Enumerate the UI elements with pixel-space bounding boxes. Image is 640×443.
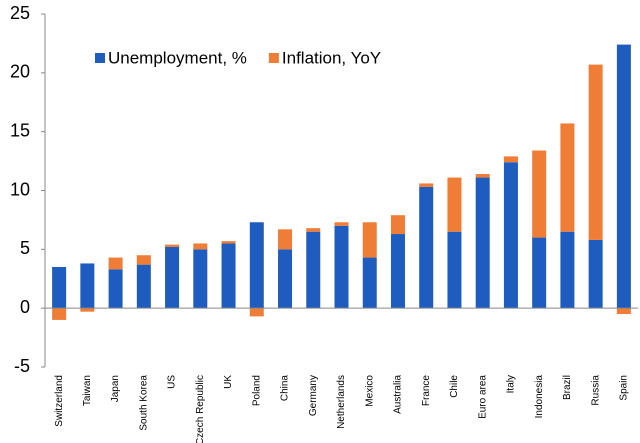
bar-segment — [503, 156, 518, 163]
bar-segment — [588, 239, 603, 309]
bar-segment — [334, 222, 349, 226]
legend-swatch — [268, 53, 279, 63]
y-tick-label: -5 — [14, 356, 30, 376]
y-tick-label: 15 — [10, 120, 30, 140]
bar-segment — [52, 308, 67, 320]
x-tick-label-group: Russia — [590, 375, 601, 406]
x-tick-label-group: China — [280, 375, 291, 402]
bar-segment — [475, 174, 490, 178]
x-tick-label: Japan — [110, 375, 121, 402]
x-tick-label-group: South Korea — [138, 375, 149, 431]
bar-segment — [306, 231, 321, 309]
x-tick-label-group: France — [421, 375, 432, 407]
bar-segment — [193, 249, 208, 309]
x-tick-label: Mexico — [364, 375, 375, 407]
bar-segment — [108, 269, 123, 309]
x-tick-label: China — [280, 375, 291, 402]
x-tick-label-group: Spain — [619, 375, 630, 401]
x-tick-label-group: US — [167, 375, 178, 389]
bar-segment — [447, 177, 462, 232]
bar-segment — [475, 177, 490, 309]
x-tick-label-group: Mexico — [364, 375, 375, 407]
bar-segment — [334, 225, 349, 309]
x-tick-label-group: Chile — [449, 375, 460, 398]
bar-segment — [249, 308, 264, 317]
x-tick-label-group: Czech Republic — [195, 375, 206, 443]
x-tick-label-group: Germany — [308, 375, 319, 416]
x-tick-label-group: Poland — [251, 375, 262, 406]
x-tick-label-group: UK — [223, 375, 234, 389]
x-tick-label-group: Japan — [110, 375, 121, 402]
y-tick-label: 5 — [20, 238, 30, 258]
bar-segment — [165, 246, 180, 309]
bar-segment — [165, 244, 180, 247]
bar-segment — [390, 215, 405, 235]
legend-label: Unemployment, % — [108, 48, 247, 67]
bar-segment — [249, 222, 264, 309]
bar-segment — [193, 243, 208, 250]
bar-segment — [616, 44, 631, 309]
x-tick-label: Taiwan — [82, 375, 93, 406]
bar-segment — [560, 123, 575, 232]
bar-segment — [362, 222, 377, 258]
bar-segment — [52, 266, 67, 309]
bar-segment — [390, 234, 405, 309]
bar-segment — [362, 257, 377, 309]
bar-segment — [80, 308, 95, 312]
x-tick-label: Poland — [251, 375, 262, 406]
x-tick-label-group: Italy — [506, 375, 517, 393]
bar-segment — [306, 228, 321, 232]
x-tick-label-group: Euro area — [477, 375, 488, 419]
x-tick-label-group: Switzerland — [54, 375, 65, 427]
y-tick-label: 0 — [20, 297, 30, 317]
bar-segment — [136, 264, 151, 309]
bar-segment — [108, 257, 123, 270]
bar-segment — [616, 308, 631, 315]
x-tick-label: Russia — [590, 375, 601, 406]
x-tick-label: Netherlands — [336, 375, 347, 429]
x-tick-label-group: Brazil — [562, 375, 573, 400]
bar-segment — [278, 249, 293, 309]
bar-segment — [588, 64, 603, 240]
x-tick-label: Germany — [308, 375, 319, 416]
legend-label: Inflation, YoY — [282, 48, 381, 67]
bar-segment — [447, 231, 462, 309]
x-tick-label-group: Australia — [393, 375, 404, 414]
y-tick-label: 10 — [10, 179, 30, 199]
x-tick-label: Chile — [449, 375, 460, 398]
bar-segment — [221, 243, 236, 309]
x-tick-label: France — [421, 375, 432, 407]
x-tick-label: US — [167, 375, 178, 389]
bar-segment — [503, 162, 518, 309]
y-tick-label: 20 — [10, 62, 30, 82]
x-tick-label: Euro area — [477, 375, 488, 419]
y-tick-label: 25 — [10, 3, 30, 23]
x-tick-label: Czech Republic — [195, 375, 206, 443]
bar-segment — [278, 229, 293, 250]
bar-segment — [419, 183, 434, 187]
x-tick-label: South Korea — [138, 375, 149, 431]
x-tick-label: UK — [223, 375, 234, 389]
legend-swatch — [95, 53, 105, 63]
bar-segment — [532, 150, 547, 238]
bar-segment — [80, 263, 95, 309]
bar-segment — [136, 255, 151, 265]
bar-segment — [560, 231, 575, 309]
x-tick-label: Australia — [393, 375, 404, 414]
x-tick-label-group: Netherlands — [336, 375, 347, 429]
x-tick-label-group: Taiwan — [82, 375, 93, 406]
bar-segment — [419, 186, 434, 309]
x-tick-label: Brazil — [562, 375, 573, 400]
x-tick-label: Indonesia — [534, 375, 545, 419]
bar-segment — [532, 237, 547, 309]
x-tick-label-group: Indonesia — [534, 375, 545, 419]
bar-segment — [221, 241, 236, 244]
x-tick-label: Italy — [506, 375, 517, 393]
x-tick-label: Spain — [619, 375, 630, 401]
x-tick-label: Switzerland — [54, 375, 65, 427]
